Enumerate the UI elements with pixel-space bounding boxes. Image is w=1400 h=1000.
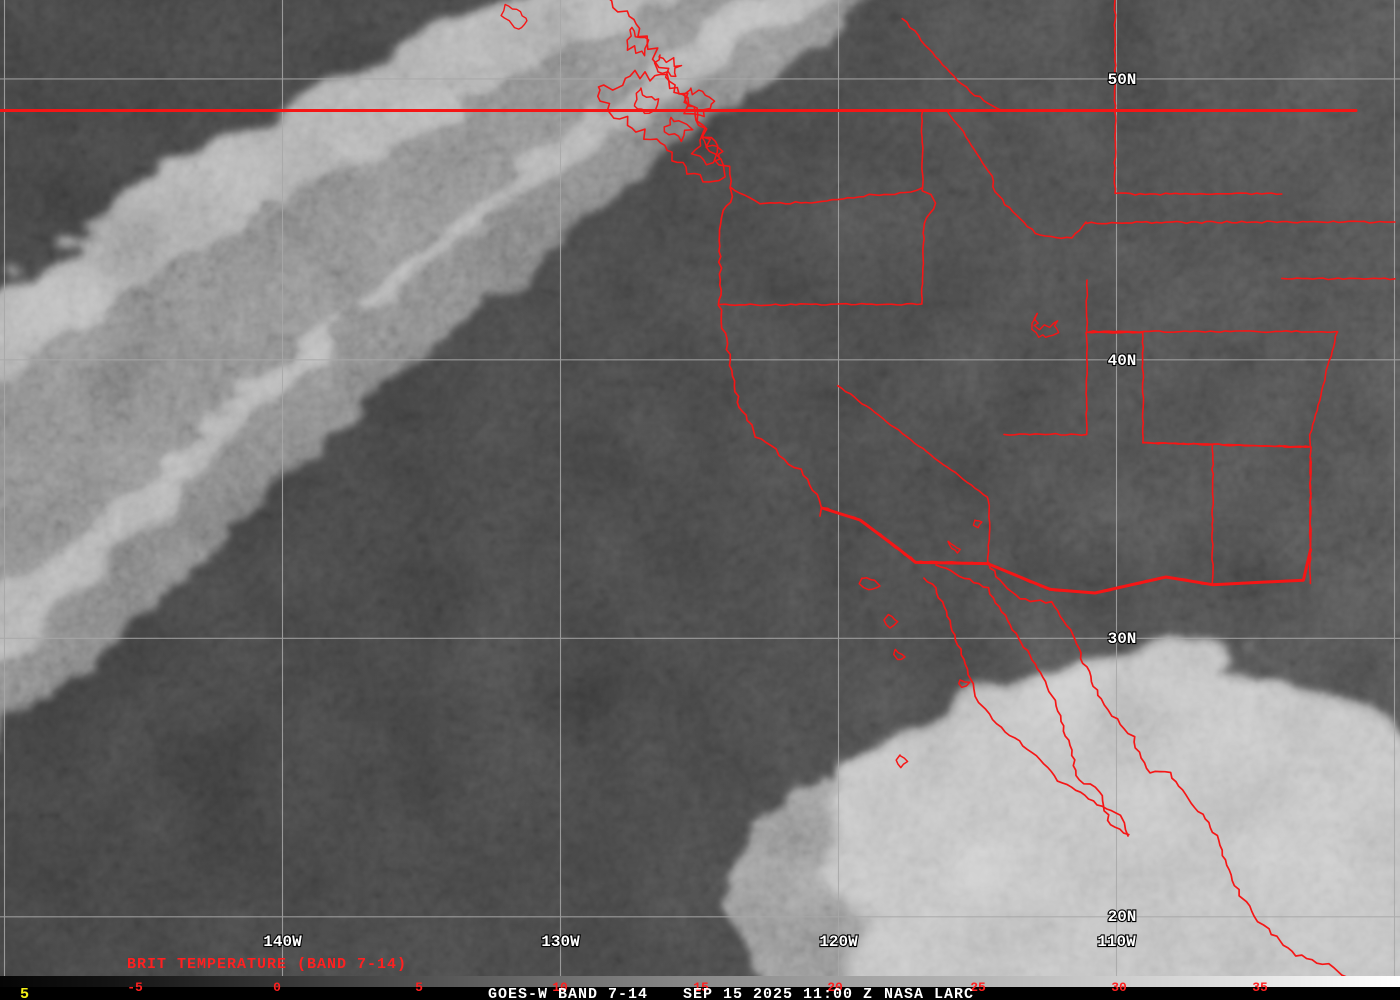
svg-text:35: 35 [1252,980,1268,995]
svg-text:SEP 15 2025 11:00 Z: SEP 15 2025 11:00 Z [683,986,873,1000]
svg-text:NASA LARC: NASA LARC [884,986,974,1000]
svg-text:GOES-W BAND 7-14: GOES-W BAND 7-14 [488,986,648,1000]
svg-text:5: 5 [415,980,423,995]
svg-text:5: 5 [20,986,29,1000]
svg-text:50N: 50N [1108,71,1137,89]
svg-text:-5: -5 [127,980,143,995]
svg-text:BRIT TEMPERATURE (BAND 7-14): BRIT TEMPERATURE (BAND 7-14) [127,956,407,973]
svg-text:40N: 40N [1108,352,1137,370]
svg-text:0: 0 [273,980,281,995]
svg-text:140W: 140W [263,933,302,951]
svg-text:20N: 20N [1108,908,1137,926]
svg-text:30: 30 [1111,980,1127,995]
svg-text:120W: 120W [819,933,858,951]
svg-text:130W: 130W [541,933,580,951]
svg-text:110W: 110W [1097,933,1136,951]
svg-text:30N: 30N [1108,630,1137,648]
